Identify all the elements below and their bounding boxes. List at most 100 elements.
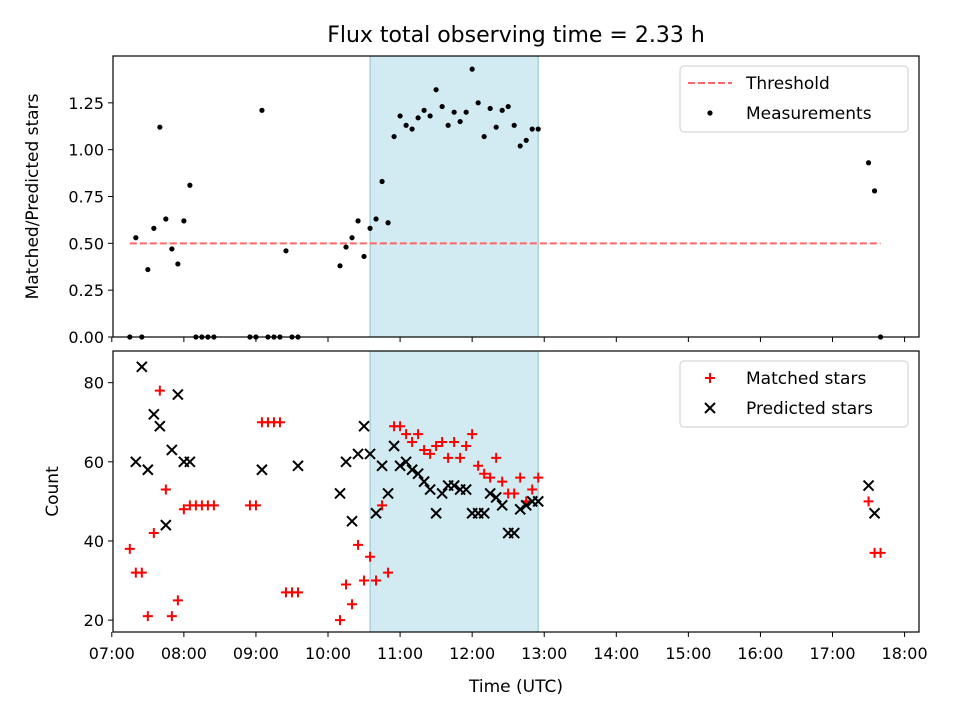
y-tick-label: 20	[84, 611, 104, 630]
data-point	[455, 452, 466, 463]
data-point	[364, 448, 376, 460]
data-point	[371, 575, 382, 586]
data-point	[130, 456, 142, 468]
data-point	[373, 216, 379, 222]
data-point	[475, 100, 481, 106]
data-point	[509, 488, 520, 499]
data-point	[343, 244, 349, 250]
data-point	[493, 124, 499, 130]
data-point	[358, 420, 370, 432]
data-point	[169, 246, 175, 252]
data-point	[871, 188, 878, 194]
data-point	[533, 472, 544, 483]
y-tick-label: 40	[84, 532, 104, 551]
data-point	[359, 575, 370, 586]
legend-label: Measurements	[746, 104, 872, 124]
data-point	[461, 440, 472, 451]
data-point	[166, 611, 177, 622]
data-point	[256, 464, 268, 476]
x-tick-label: 07:00	[89, 644, 135, 663]
data-point	[403, 122, 409, 128]
data-point	[379, 178, 385, 185]
data-point	[259, 107, 265, 113]
data-point	[385, 220, 391, 226]
data-point	[394, 460, 406, 472]
data-point	[520, 499, 532, 512]
x-tick-label: 14:00	[593, 644, 639, 663]
data-point	[346, 515, 358, 527]
data-point	[431, 440, 442, 451]
data-point	[250, 500, 261, 511]
y-axis-label: Count	[43, 466, 63, 517]
data-point	[868, 507, 881, 519]
data-point	[514, 503, 526, 516]
data-point	[283, 248, 289, 254]
data-point	[208, 500, 219, 511]
data-point	[478, 507, 490, 519]
data-point	[124, 543, 135, 554]
data-point	[448, 479, 460, 492]
data-point	[875, 547, 886, 558]
data-point	[427, 113, 433, 119]
panel-counts: 20 40 60 80 07:00 08:00 09:00 10:00 11:00 12:00 13…	[43, 350, 928, 663]
data-point	[424, 483, 436, 496]
data-point	[473, 460, 484, 471]
data-point	[148, 528, 159, 539]
data-point	[511, 122, 517, 128]
y-tick-label: 0.75	[68, 188, 104, 207]
axes-frame	[112, 350, 920, 633]
y-tick-label: 0.50	[68, 234, 104, 253]
x-tick-label: 10:00	[305, 644, 351, 663]
data-point	[406, 464, 418, 476]
data-point	[425, 448, 436, 459]
data-point	[485, 472, 496, 483]
data-point	[391, 133, 397, 140]
x-tick-label: 18:00	[882, 644, 928, 663]
data-point	[460, 483, 472, 496]
data-point	[490, 491, 502, 504]
data-point	[487, 105, 493, 112]
data-point	[145, 266, 151, 273]
data-point	[133, 235, 139, 241]
data-point	[292, 460, 304, 472]
data-point	[407, 437, 418, 448]
data-point	[443, 452, 454, 463]
data-point	[172, 388, 184, 401]
data-point	[353, 539, 364, 550]
data-point	[409, 126, 415, 132]
data-point	[436, 487, 448, 500]
data-point	[154, 385, 165, 396]
data-point	[172, 595, 183, 606]
legend-label: Threshold	[745, 74, 830, 94]
data-point	[395, 421, 406, 432]
data-point	[865, 160, 872, 166]
legend-label: Predicted stars	[746, 399, 873, 419]
data-point	[370, 507, 382, 519]
data-point	[154, 420, 166, 432]
data-point	[142, 464, 154, 476]
data-point	[181, 218, 187, 224]
data-point	[157, 124, 163, 130]
data-point	[497, 476, 508, 487]
data-point	[334, 487, 346, 500]
highlight-window	[369, 55, 539, 338]
data-point	[419, 444, 430, 455]
data-point	[349, 235, 355, 241]
data-point	[400, 456, 412, 468]
data-point	[467, 429, 478, 440]
data-point	[430, 507, 442, 519]
y-tick-label: 0.25	[68, 281, 104, 300]
data-point	[496, 499, 508, 512]
data-point	[439, 103, 445, 110]
data-point	[388, 440, 400, 452]
data-point	[352, 448, 364, 460]
legend-label: Matched stars	[746, 369, 866, 389]
legend-swatch	[707, 110, 713, 116]
data-point	[469, 66, 475, 72]
data-point	[337, 263, 343, 269]
data-point	[491, 452, 502, 463]
data-point	[178, 504, 189, 515]
data-point	[383, 567, 394, 578]
legend-frame	[679, 360, 909, 428]
data-point	[160, 484, 171, 495]
